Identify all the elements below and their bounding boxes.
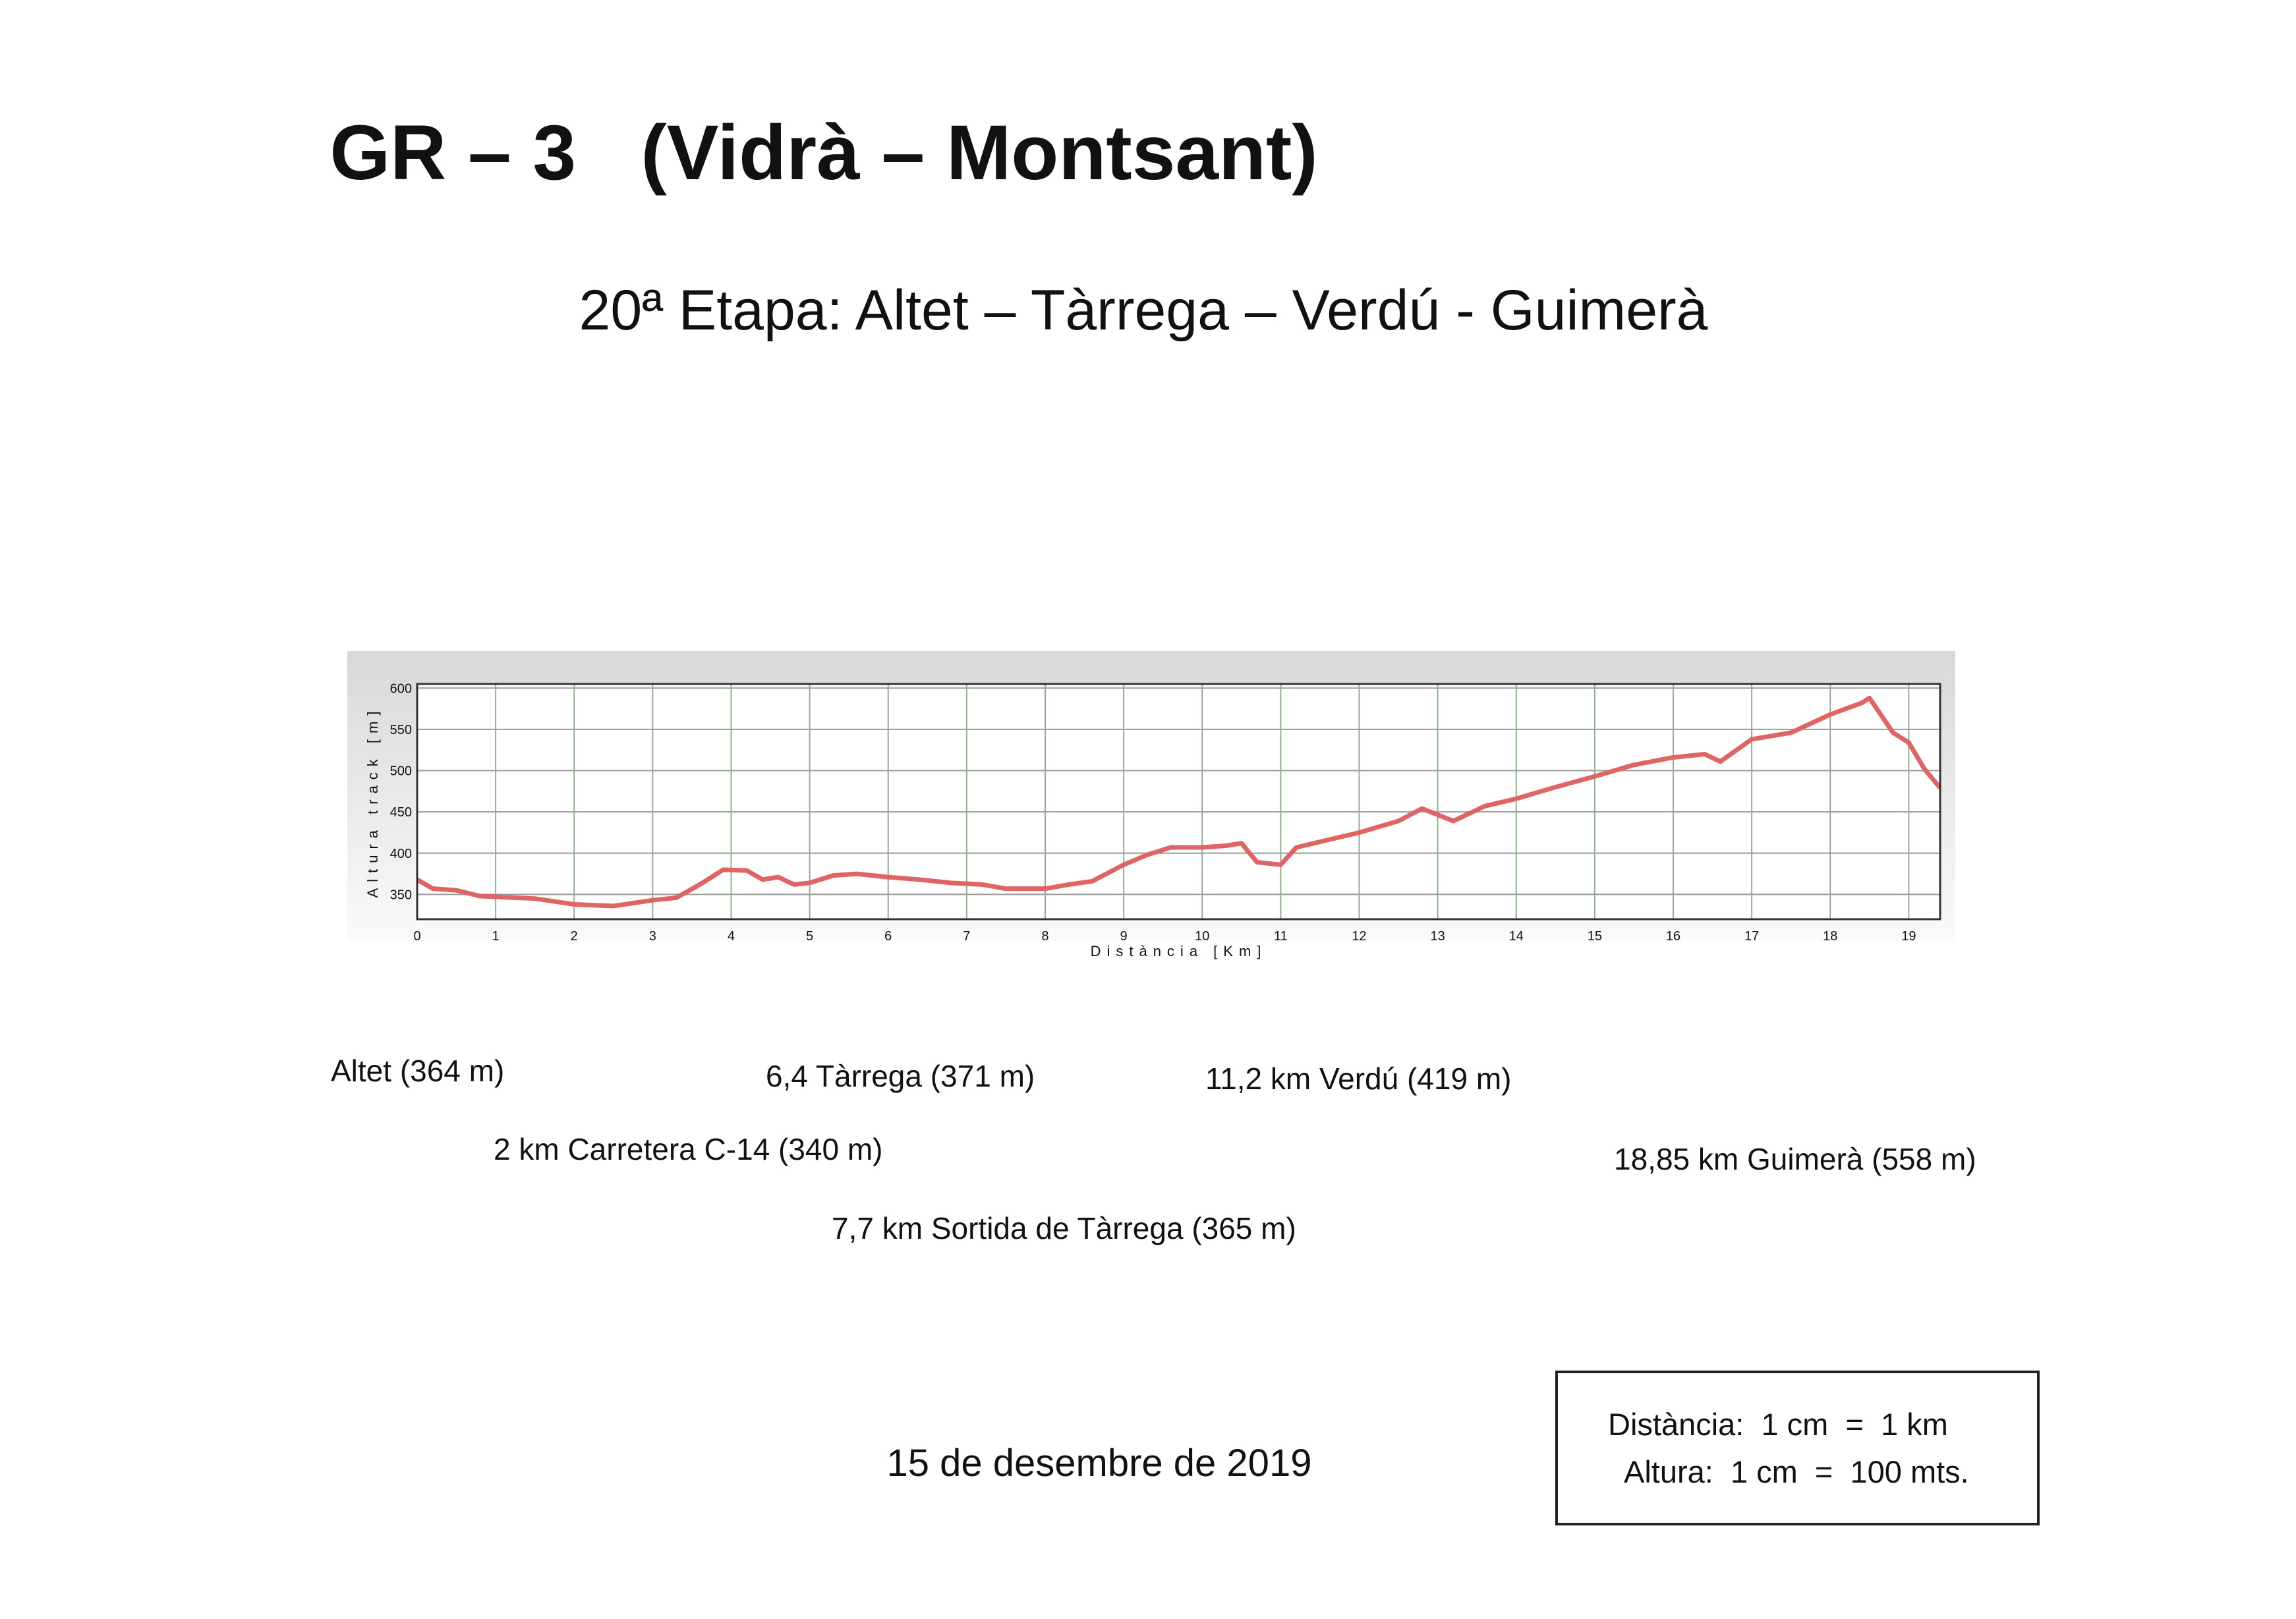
x-tick-label: 11 (1274, 929, 1288, 944)
y-tick-label: 450 (390, 805, 412, 820)
plot-frame (416, 683, 1941, 921)
x-tick-label: 9 (1120, 929, 1128, 944)
y-tick-label: 400 (390, 847, 412, 861)
x-tick-label: 10 (1195, 929, 1209, 944)
waypoint: 7,7 km Sortida de Tàrrega (365 m) (832, 1211, 1296, 1245)
x-tick-label: 16 (1666, 929, 1680, 944)
x-tick-label: 14 (1509, 929, 1524, 944)
x-tick-label: 0 (413, 929, 420, 944)
x-tick-label: 2 (571, 929, 578, 944)
y-tick-label: 600 (390, 681, 412, 696)
x-tick-label: 17 (1744, 929, 1759, 944)
waypoint: Altet (364 m) (331, 1054, 504, 1088)
waypoint: 11,2 km Verdú (419 m) (1205, 1062, 1511, 1096)
x-tick-label: 3 (649, 929, 656, 944)
x-tick-label: 18 (1823, 929, 1837, 944)
x-tick-label: 5 (806, 929, 813, 944)
x-tick-label: 4 (728, 929, 735, 944)
plot-area (417, 684, 1940, 919)
y-tick-label: 350 (390, 888, 412, 902)
title: GR – 3 (Vidrà – Montsant) (330, 109, 1317, 196)
x-tick-label: 19 (1901, 929, 1916, 944)
y-tick-label: 550 (390, 723, 412, 737)
y-tick-label: 500 (390, 764, 412, 779)
x-tick-label: 15 (1588, 929, 1602, 944)
y-axis-label: Altura track [m] (364, 706, 381, 898)
x-tick-label: 12 (1352, 929, 1366, 944)
waypoint: 18,85 km Guimerà (558 m) (1614, 1142, 1976, 1176)
x-tick-label: 8 (1041, 929, 1048, 944)
x-tick-label: 1 (492, 929, 500, 944)
x-tick-label: 6 (884, 929, 892, 944)
x-tick-label: 7 (963, 929, 970, 944)
x-axis-label: Distància [Km] (1091, 943, 1267, 959)
scale-line: Distància: 1 cm = 1 km (1608, 1407, 1948, 1442)
waypoint: 6,4 Tàrrega (371 m) (766, 1059, 1035, 1093)
subtitle: 20ª Etapa: Altet – Tàrrega – Verdú - Gui… (579, 279, 1708, 342)
waypoint: 2 km Carretera C-14 (340 m) (494, 1132, 883, 1166)
date: 15 de desembre de 2019 (887, 1442, 1312, 1485)
elevation-line (416, 695, 1942, 909)
scale-line: Altura: 1 cm = 100 mts. (1624, 1454, 1969, 1489)
scale-box (1555, 1371, 2040, 1525)
x-tick-label: 13 (1430, 929, 1445, 944)
